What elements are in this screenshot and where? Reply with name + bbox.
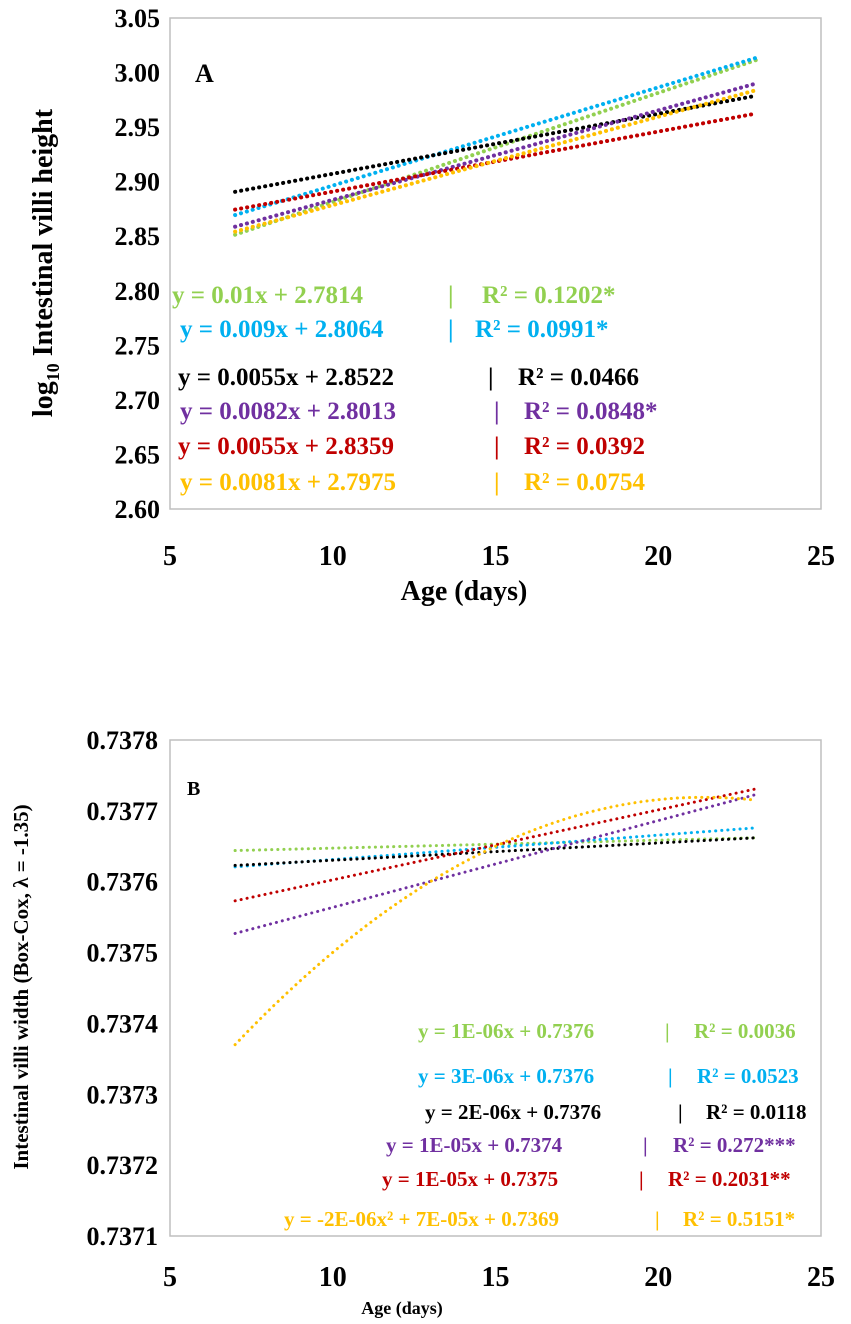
trendline-blue	[233, 55, 758, 218]
panel-b-y-ticks: 0.7378 0.7377 0.7376 0.7375 0.7374 0.7373 0.73…	[87, 726, 159, 1251]
eq-green-equation: y = 0.01x + 2.7814	[172, 282, 363, 309]
y-tick-label: 3.00	[115, 59, 161, 88]
panel-a-y-axis-label: log10 Intestinal villi height	[28, 108, 63, 417]
panel-a-y-axis-label-prefix: log	[28, 381, 59, 417]
eq-blue-equation: y = 0.009x + 2.8064	[180, 316, 384, 343]
eq-blue-equation: y = 3E-06x + 0.7376	[418, 1064, 594, 1088]
eq-purple-equation: y = 1E-05x + 0.7374	[386, 1133, 563, 1157]
eq-red-equation: y = 1E-05x + 0.7375	[382, 1167, 558, 1191]
panel-a-y-axis-label-subscript: 10	[43, 363, 63, 381]
eq-red-r-squared: R² = 0.0392	[524, 433, 645, 460]
y-tick-label: 2.70	[115, 386, 161, 415]
x-tick-label: 10	[319, 1262, 347, 1293]
panel-a-plot-area	[169, 17, 822, 510]
trendline-green	[233, 836, 758, 853]
eq-red-r-squared: R² = 0.2031**	[668, 1167, 791, 1191]
x-tick-label: 15	[482, 1262, 510, 1293]
eq-blue-separator: |	[448, 316, 454, 343]
y-tick-label: 2.90	[115, 168, 161, 197]
trendline-purple	[233, 81, 758, 229]
y-tick-label: 0.7378	[87, 726, 159, 755]
y-tick-label: 0.7371	[87, 1222, 159, 1251]
eq-red-separator: |	[494, 433, 500, 460]
panel-a: A 3.05 3.00 2.95 2.90 2.85 2.80 2.75 2.70 2.65 2.…	[28, 4, 835, 607]
x-tick-label: 10	[319, 541, 347, 572]
x-tick-label: 25	[807, 1262, 835, 1293]
panel-a-x-ticks: 5 10 15 20 25	[163, 541, 835, 572]
eq-green-equation: y = 1E-06x + 0.7376	[418, 1019, 594, 1043]
panel-a-x-axis-label: Age (days)	[401, 576, 528, 607]
y-tick-label: 0.7375	[87, 939, 159, 968]
eq-orange-r-squared: R² = 0.0754	[524, 469, 646, 496]
eq-orange-separator: |	[494, 469, 500, 496]
eq-black-r-squared: R² = 0.0118	[706, 1100, 807, 1124]
x-tick-label: 5	[163, 1262, 177, 1293]
y-tick-label: 2.65	[115, 440, 161, 469]
y-tick-label: 0.7373	[87, 1080, 159, 1109]
y-tick-label: 2.95	[115, 113, 161, 142]
eq-green-r-squared: R² = 0.1202*	[482, 282, 616, 309]
eq-purple-equation: y = 0.0082x + 2.8013	[180, 398, 396, 425]
eq-blue-r-squared: R² = 0.0523	[697, 1064, 799, 1088]
y-tick-label: 3.05	[115, 4, 161, 33]
eq-green-separator: |	[448, 282, 454, 309]
y-tick-label: 2.85	[115, 222, 161, 251]
y-tick-label: 0.7376	[87, 868, 159, 897]
panel-b: B 0.73780.73770.73760.73750.73740.73730.…	[9, 726, 835, 1319]
panel-b-plot-area	[169, 739, 822, 1237]
panel-a-y-axis-label-suffix: Intestinal villi height	[28, 108, 59, 363]
eq-purple-r-squared: R² = 0.272***	[673, 1133, 796, 1157]
y-tick-label: 2.75	[115, 331, 161, 360]
x-tick-label: 5	[163, 541, 177, 572]
eq-orange-equation: y = -2E-06x² + 7E-05x + 0.7369	[284, 1207, 559, 1231]
eq-black-equation: y = 0.0055x + 2.8522	[178, 364, 394, 391]
panel-a-label: A	[195, 59, 214, 88]
x-tick-label: 25	[807, 541, 835, 572]
panel-b-trendlines	[233, 787, 758, 1047]
panel-b-equations: y = 1E-06x + 0.7376 | R² = 0.0036 y = 3E-06…	[284, 1019, 807, 1231]
trendline-black	[233, 836, 758, 867]
trendline-purple	[233, 793, 758, 935]
panel-b-y-axis-label: Intestinal villi width (Box-Cox, λ = -1.…	[9, 804, 33, 1169]
eq-black-equation: y = 2E-06x + 0.7376	[425, 1100, 601, 1124]
eq-black-r-squared: R² = 0.0466	[518, 364, 639, 391]
panel-b-x-ticks: 5 10 15 20 25	[163, 1262, 835, 1293]
eq-purple-separator: |	[643, 1133, 648, 1157]
y-tick-label: 2.80	[115, 277, 161, 306]
eq-purple-r-squared: R² = 0.0848*	[524, 398, 658, 425]
trendline-red	[233, 787, 758, 903]
eq-orange-equation: y = 0.0081x + 2.7975	[180, 469, 396, 496]
panel-b-x-axis-label: Age (days)	[361, 1298, 443, 1319]
eq-orange-separator: |	[655, 1207, 660, 1231]
panel-a-equations: y = 0.01x + 2.7814 | R² = 0.1202* y = 0.009…	[172, 282, 658, 496]
panel-a-trendlines	[233, 55, 758, 237]
trendline-orange	[233, 88, 758, 234]
eq-orange-r-squared: R² = 0.5151*	[683, 1207, 795, 1231]
y-tick-label: 2.60	[115, 495, 161, 524]
x-tick-label: 20	[644, 541, 672, 572]
y-tick-label: 0.7372	[87, 1151, 159, 1180]
trendline-orange	[233, 795, 758, 1047]
eq-green-r-squared: R² = 0.0036	[694, 1019, 796, 1043]
eq-black-separator: |	[488, 364, 494, 391]
y-tick-label: 0.7377	[87, 797, 159, 826]
x-tick-label: 15	[482, 541, 510, 572]
x-tick-label: 20	[644, 1262, 672, 1293]
eq-purple-separator: |	[494, 398, 500, 425]
eq-blue-r-squared: R² = 0.0991*	[475, 316, 609, 343]
eq-black-separator: |	[678, 1100, 683, 1124]
panel-a-y-ticks: 3.05 3.00 2.95 2.90 2.85 2.80 2.75 2.70 2.65 2.60	[115, 4, 161, 524]
eq-red-separator: |	[639, 1167, 644, 1191]
trendline-green	[233, 58, 758, 237]
eq-red-equation: y = 0.0055x + 2.8359	[178, 433, 394, 460]
eq-blue-separator: |	[668, 1064, 673, 1088]
panel-b-label: B	[187, 778, 200, 800]
y-tick-label: 0.7374	[87, 1009, 159, 1038]
eq-green-separator: |	[665, 1019, 670, 1043]
